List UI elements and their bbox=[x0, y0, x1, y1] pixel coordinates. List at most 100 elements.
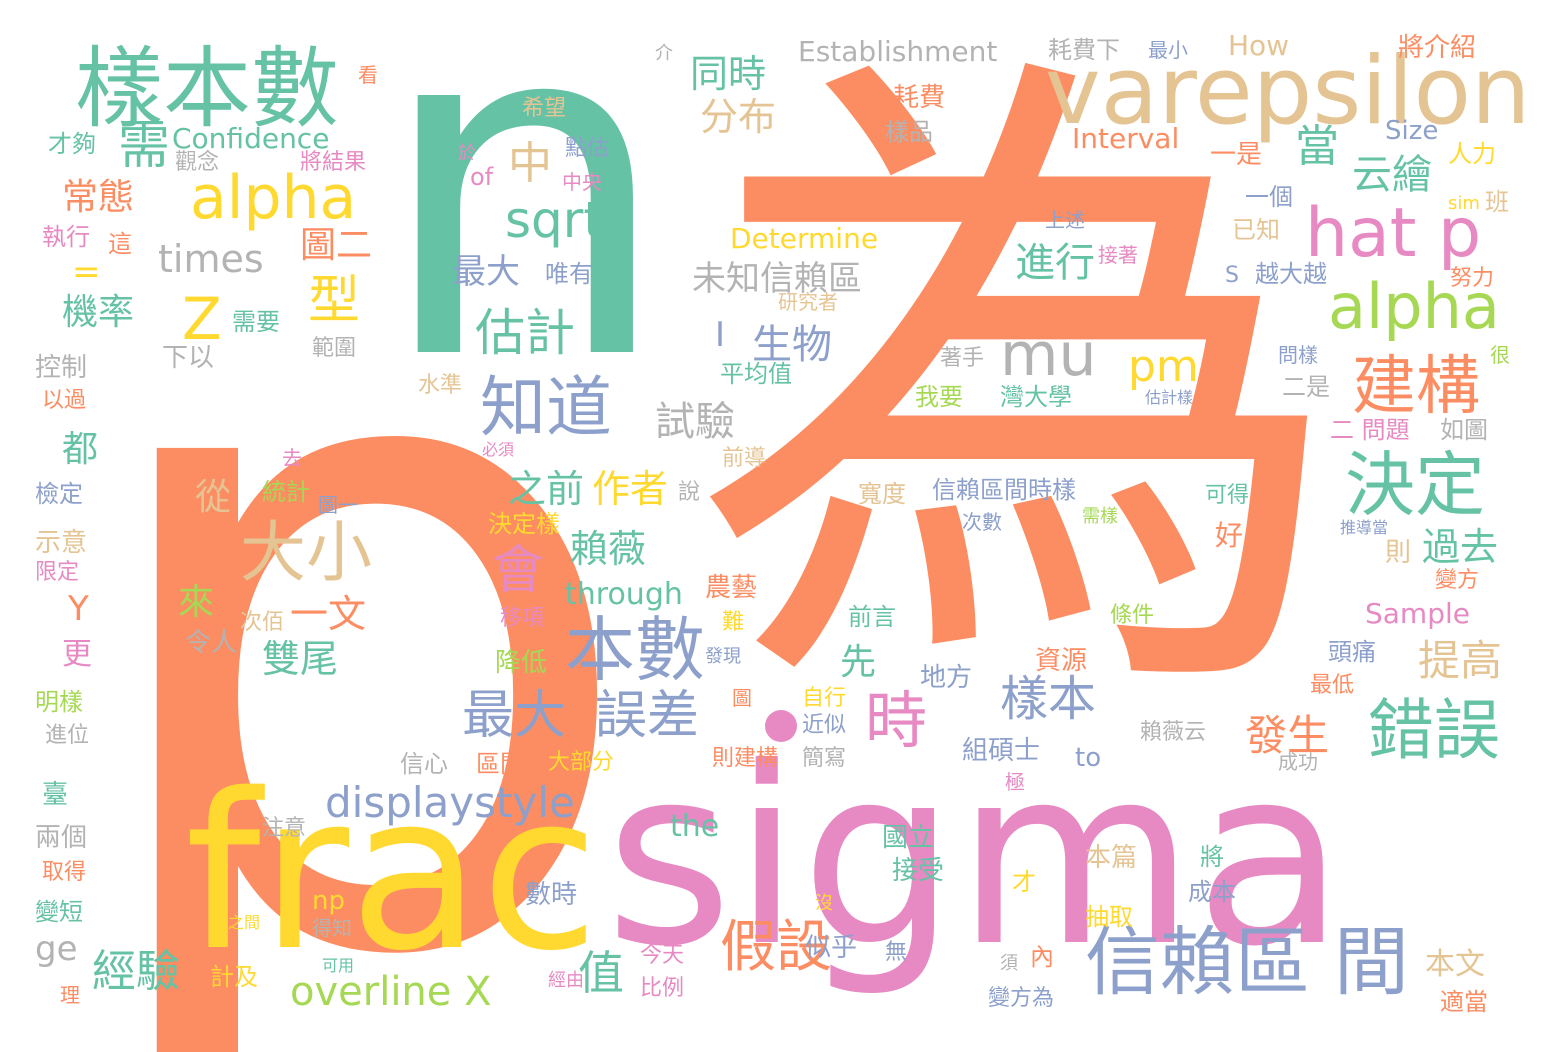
word-xu2: 須 bbox=[1000, 955, 1018, 973]
word-through: through bbox=[565, 580, 683, 610]
word-mu: mu bbox=[1000, 325, 1096, 385]
word-interval: Interval bbox=[1072, 125, 1179, 153]
word-gujiyang: 估計樣 bbox=[1145, 390, 1193, 406]
word-jinwei: 進位 bbox=[45, 725, 89, 747]
word-yangpin: 樣品 bbox=[885, 120, 933, 144]
word-xianding: 限定 bbox=[35, 562, 79, 584]
word-haofeixia: 耗費下 bbox=[1048, 38, 1120, 62]
word-er-wenti: 二 問題 bbox=[1330, 418, 1410, 442]
word-jiangjieguo: 將結果 bbox=[300, 152, 366, 174]
word-confidence: Confidence bbox=[172, 125, 329, 153]
word-guoqu: 過去 bbox=[1422, 528, 1498, 566]
word-hao: 好 bbox=[1215, 522, 1243, 550]
word-qiandao: 前導 bbox=[722, 448, 766, 470]
word-zhi: 值 bbox=[578, 950, 624, 996]
word-shuangwei: 雙尾 bbox=[262, 640, 338, 678]
word-fenbu: 分布 bbox=[700, 98, 776, 136]
word-jiangou: 建構 bbox=[1352, 355, 1480, 419]
word-xinxin: 信心 bbox=[400, 752, 448, 776]
word-s: S bbox=[1225, 265, 1239, 287]
word-xiayi: 下以 bbox=[162, 345, 214, 371]
word-of: of bbox=[470, 165, 493, 189]
word-guoli: 國立 bbox=[882, 825, 934, 851]
word-benshu: 本數 bbox=[565, 615, 705, 685]
word-z: Z bbox=[182, 290, 222, 348]
word-qu: 去 bbox=[282, 448, 302, 468]
word-benwen: 本文 bbox=[1425, 950, 1485, 980]
word-ze: 則 bbox=[1385, 540, 1411, 566]
word-dezhi: 得知 bbox=[312, 918, 352, 938]
word-nuli: 努力 bbox=[1450, 268, 1494, 290]
word-zuida-large: 最大 bbox=[462, 690, 566, 742]
word-to: to bbox=[1075, 745, 1101, 771]
word-kan: 看 bbox=[358, 65, 378, 85]
word-li: 理 bbox=[60, 985, 80, 1005]
word-laiwei: 賴薇 bbox=[570, 530, 646, 568]
word-daiti: 代替 bbox=[178, 542, 222, 564]
word-eq: = bbox=[72, 255, 101, 289]
word-overline-x: overline X bbox=[290, 972, 492, 1012]
word-determine: Determine bbox=[730, 225, 878, 253]
word-shiyan: 試驗 bbox=[655, 402, 735, 442]
word-zuidi: 最低 bbox=[1310, 675, 1354, 697]
word-dou: 都 bbox=[62, 432, 98, 468]
word-toutong: 頭痛 bbox=[1328, 640, 1376, 664]
word-cuowu: 錯誤 bbox=[1368, 698, 1500, 764]
word-kede: 可得 bbox=[1205, 485, 1249, 507]
word-jie: 介 bbox=[655, 45, 673, 63]
word-daxiao: 大小 bbox=[240, 520, 372, 586]
word-xinlaiqujianshiyang: 信賴區間時樣 bbox=[932, 478, 1076, 502]
word-yiwen: 一文 bbox=[290, 595, 366, 633]
word-tiaojian: 條件 bbox=[1110, 605, 1154, 627]
word-xing: 型 bbox=[308, 275, 360, 327]
word-benpian: 本篇 bbox=[1085, 845, 1137, 871]
word-sim: sim bbox=[1448, 195, 1480, 213]
word-sqrt: sqrt bbox=[505, 195, 603, 245]
word-chenggong: 成功 bbox=[1278, 752, 1318, 772]
word-bianfang: 變方 bbox=[1435, 570, 1479, 592]
word-jintian: 今天 bbox=[640, 945, 684, 967]
word-wucha: 誤差 bbox=[595, 690, 699, 742]
word-pingjunzhi: 平均值 bbox=[720, 362, 792, 386]
word-zhidao: 知道 bbox=[480, 375, 612, 441]
word-yishi: 一是 bbox=[1210, 142, 1262, 168]
word-ge: ge bbox=[35, 932, 78, 966]
word-tongji: 統計 bbox=[262, 480, 310, 504]
word-np: np bbox=[312, 888, 345, 914]
word-cibai: 次佰 bbox=[240, 612, 284, 634]
word-cai: 才 bbox=[1012, 870, 1036, 894]
word-xiwang: 希望 bbox=[522, 98, 566, 120]
word-yanjiuzhe: 研究者 bbox=[778, 292, 838, 312]
word-renli: 人力 bbox=[1448, 142, 1496, 166]
word-tai: 臺 bbox=[42, 782, 68, 808]
word-tuidaodang: 推導當 bbox=[1340, 520, 1388, 536]
word-qujian: 區間 bbox=[476, 752, 524, 776]
word-zhiqian: 之前 bbox=[508, 470, 584, 508]
word-establishment: Establishment bbox=[798, 38, 997, 66]
dot bbox=[765, 710, 797, 742]
word-chouqu: 抽取 bbox=[1085, 905, 1133, 929]
word-sihu: 似乎 bbox=[805, 935, 857, 961]
word-xian: 先 bbox=[840, 645, 876, 681]
word-bianfangwei: 變方為 bbox=[988, 988, 1054, 1010]
word-haofei: 耗費 bbox=[893, 85, 945, 111]
word-xinlaiqujian: 信賴區 間 bbox=[1085, 925, 1409, 1000]
word-zixing: 自行 bbox=[802, 688, 846, 710]
word-shiyi: 示意 bbox=[35, 530, 87, 556]
word-shi: 時 bbox=[865, 690, 927, 752]
word-pm: pm bbox=[1128, 345, 1199, 389]
word-zhixing: 執行 bbox=[42, 225, 90, 249]
word-tu: 圖 bbox=[732, 688, 752, 708]
word-cishu: 次數 bbox=[962, 512, 1002, 532]
word-tongshi: 同時 bbox=[690, 55, 766, 93]
word-chengben: 成本 bbox=[1188, 880, 1236, 904]
word-zuida-small: 最大 bbox=[452, 255, 520, 289]
word-jianding: 檢定 bbox=[35, 482, 83, 506]
word-mei: 沒 bbox=[815, 895, 833, 913]
word-nan: 難 bbox=[722, 612, 744, 634]
word-tuyi: 圖一 bbox=[318, 495, 358, 515]
word-liangge: 兩個 bbox=[35, 825, 87, 851]
word-jieshou: 接受 bbox=[892, 858, 944, 884]
word-lingren: 令人 bbox=[185, 630, 237, 656]
word-jueding: 決定 bbox=[1345, 450, 1485, 520]
